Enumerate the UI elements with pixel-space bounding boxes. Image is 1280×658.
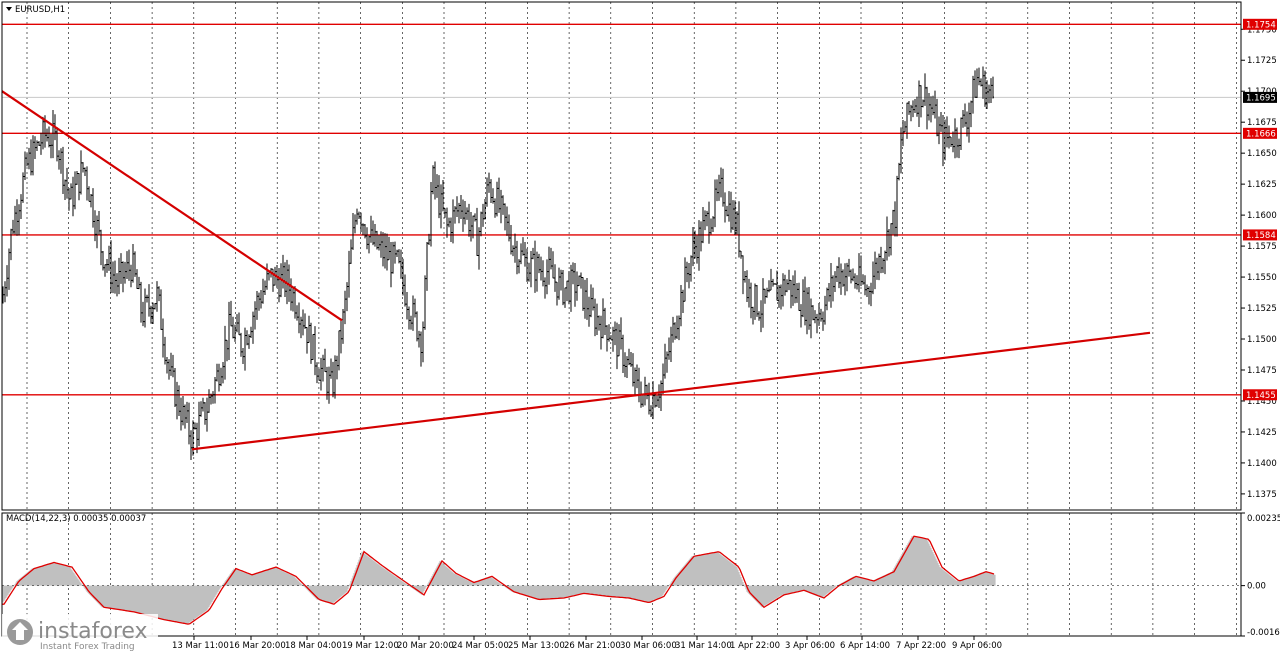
price-pane-frame bbox=[1, 1, 1242, 511]
price-tick-label: 1.1725 bbox=[1247, 56, 1277, 66]
time-tick-label: 6 Apr 14:00 bbox=[840, 641, 890, 651]
dropdown-triangle-icon[interactable] bbox=[6, 7, 12, 11]
trendline-down[interactable] bbox=[1, 90, 343, 322]
time-tick-label: 1 Apr 22:00 bbox=[730, 641, 780, 651]
level-price-label: 1.1584 bbox=[1246, 231, 1276, 241]
price-tick-label: 1.1525 bbox=[1247, 304, 1277, 314]
price-tick-label: 1.1450 bbox=[1247, 397, 1277, 407]
time-tick-label: 26 Mar 21:00 bbox=[564, 641, 621, 651]
macd-pane-frame bbox=[1, 512, 1242, 637]
price-tick-label: 1.1500 bbox=[1247, 335, 1277, 345]
time-tick-label: 16 Mar 20:00 bbox=[229, 641, 286, 651]
price-tick-label: 1.1675 bbox=[1247, 118, 1277, 128]
trendline-up[interactable] bbox=[191, 331, 1151, 451]
symbol-label: EURUSD,H1 bbox=[15, 5, 65, 15]
time-tick-label: 20 Mar 20:00 bbox=[397, 641, 454, 651]
time-tick-label: 13 Mar 11:00 bbox=[172, 641, 229, 651]
price-tick-label: 1.1750 bbox=[1247, 25, 1277, 35]
level-price-tag bbox=[1243, 127, 1277, 139]
price-tick-label: 1.1550 bbox=[1247, 273, 1277, 283]
time-tick-label: 18 Mar 04:00 bbox=[285, 641, 342, 651]
time-tick-label: 9 Apr 06:00 bbox=[952, 641, 1002, 651]
price-tick-label: 1.1475 bbox=[1247, 366, 1277, 376]
macd-signal-line bbox=[2, 535, 995, 625]
price-tick-label: 1.1625 bbox=[1247, 180, 1277, 190]
macd-tick-label: 0.00235 bbox=[1247, 514, 1280, 524]
price-tick-label: 1.1375 bbox=[1247, 490, 1277, 500]
level-price-label: 1.1754 bbox=[1246, 20, 1276, 30]
instaforex-logo: instaforex Instant Forex Trading bbox=[2, 614, 158, 652]
time-tick-label: 7 Apr 22:00 bbox=[896, 641, 946, 651]
time-tick-label: 30 Mar 06:00 bbox=[620, 641, 677, 651]
time-tick-label: 24 Mar 05:00 bbox=[452, 641, 509, 651]
time-tick-label: 31 Mar 14:00 bbox=[675, 641, 732, 651]
current-price-label: 1.1695 bbox=[1246, 93, 1276, 103]
macd-label: MACD(14,22,3) 0.00035 0.00037 bbox=[6, 514, 146, 524]
level-price-tag bbox=[1243, 18, 1277, 30]
price-tick-label: 1.1425 bbox=[1247, 428, 1277, 438]
level-price-tag bbox=[1243, 229, 1277, 241]
time-tick-label: 25 Mar 13:00 bbox=[508, 641, 565, 651]
price-tick-label: 1.1600 bbox=[1247, 211, 1277, 221]
level-price-tag bbox=[1243, 389, 1277, 401]
current-price-tag bbox=[1243, 91, 1277, 103]
symbol-header: EURUSD,H1 bbox=[6, 5, 65, 15]
level-price-label: 1.1666 bbox=[1246, 129, 1276, 139]
time-tick-label: 19 Mar 12:00 bbox=[342, 641, 399, 651]
logo-name: instaforex bbox=[38, 619, 148, 644]
logo-tagline: Instant Forex Trading bbox=[40, 642, 135, 652]
price-tick-label: 1.1400 bbox=[1247, 459, 1277, 469]
logo-mark-icon bbox=[7, 619, 33, 645]
macd-tick-label: -0.00163 bbox=[1247, 628, 1280, 638]
macd-tick-label: 0.00 bbox=[1247, 582, 1266, 592]
price-tick-label: 1.1650 bbox=[1247, 149, 1277, 159]
price-tick-label: 1.1575 bbox=[1247, 242, 1277, 252]
time-tick-label: 3 Apr 06:00 bbox=[785, 641, 835, 651]
level-price-label: 1.1455 bbox=[1246, 391, 1276, 401]
